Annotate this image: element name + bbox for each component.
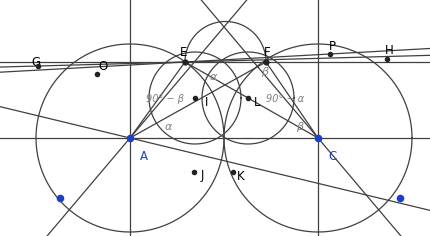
Text: A: A	[140, 150, 148, 163]
Text: J: J	[200, 169, 204, 182]
Text: C: C	[328, 150, 336, 163]
Text: 90° − β: 90° − β	[146, 94, 184, 104]
Text: F: F	[264, 46, 270, 59]
Text: P: P	[329, 39, 335, 52]
Text: I: I	[205, 96, 209, 109]
Text: O: O	[98, 59, 107, 72]
Text: 90° − α: 90° − α	[266, 94, 304, 104]
Text: G: G	[31, 55, 40, 68]
Text: H: H	[384, 45, 393, 58]
Text: β: β	[296, 122, 304, 132]
Text: β: β	[261, 67, 269, 77]
Text: α: α	[164, 122, 172, 132]
Text: E: E	[180, 46, 187, 59]
Text: K: K	[237, 169, 245, 182]
Text: L: L	[254, 96, 261, 109]
Text: α: α	[209, 72, 217, 82]
